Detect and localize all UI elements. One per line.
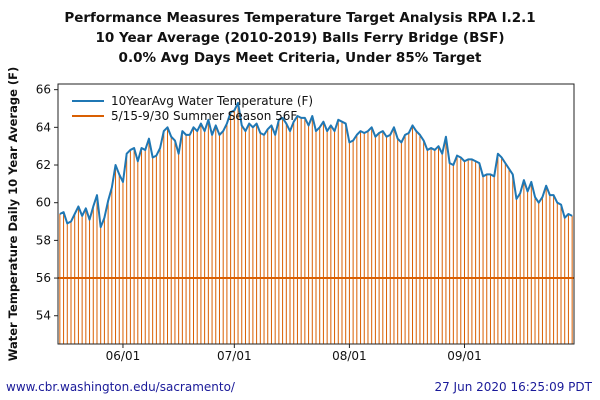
y-tick-label: 56: [36, 271, 51, 285]
chart-title: Performance Measures Temperature Target …: [0, 8, 600, 68]
footer-url: www.cbr.washington.edu/sacramento/: [6, 380, 235, 394]
y-axis: 54 56 58 60 62 64 66: [36, 83, 58, 323]
x-tick-label: 08/01: [332, 349, 367, 363]
y-tick-label: 60: [36, 196, 51, 210]
x-tick-label: 06/01: [106, 349, 141, 363]
y-tick-label: 62: [36, 158, 51, 172]
y-tick-label: 58: [36, 233, 51, 247]
x-tick-label: 09/01: [447, 349, 482, 363]
y-tick-label: 54: [36, 309, 51, 323]
x-axis: 06/01 07/01 08/01 09/01: [106, 344, 482, 363]
season-bars: [59, 102, 573, 344]
chart-title-line-1: Performance Measures Temperature Target …: [64, 10, 536, 26]
chart-title-line-2: 10 Year Average (2010-2019) Balls Ferry …: [95, 30, 505, 46]
plot-frame: [57, 83, 575, 345]
legend-label-threshold: 5/15-9/30 Summer Season 56F: [111, 109, 297, 123]
x-tick-label: 07/01: [217, 349, 252, 363]
y-axis-label: Water Temperature Daily 10 Year Average …: [6, 67, 20, 362]
y-tick-label: 64: [36, 120, 51, 134]
legend-label-temperature: 10YearAvg Water Temperature (F): [111, 94, 313, 108]
chart-title-line-3: 0.0% Avg Days Meet Criteria, Under 85% T…: [118, 50, 482, 66]
footer-timestamp: 27 Jun 2020 16:25:09 PDT: [434, 380, 592, 394]
temperature-series-line: [59, 101, 573, 229]
y-tick-label: 66: [36, 83, 51, 97]
legend: 10YearAvg Water Temperature (F) 5/15-9/3…: [72, 94, 313, 123]
